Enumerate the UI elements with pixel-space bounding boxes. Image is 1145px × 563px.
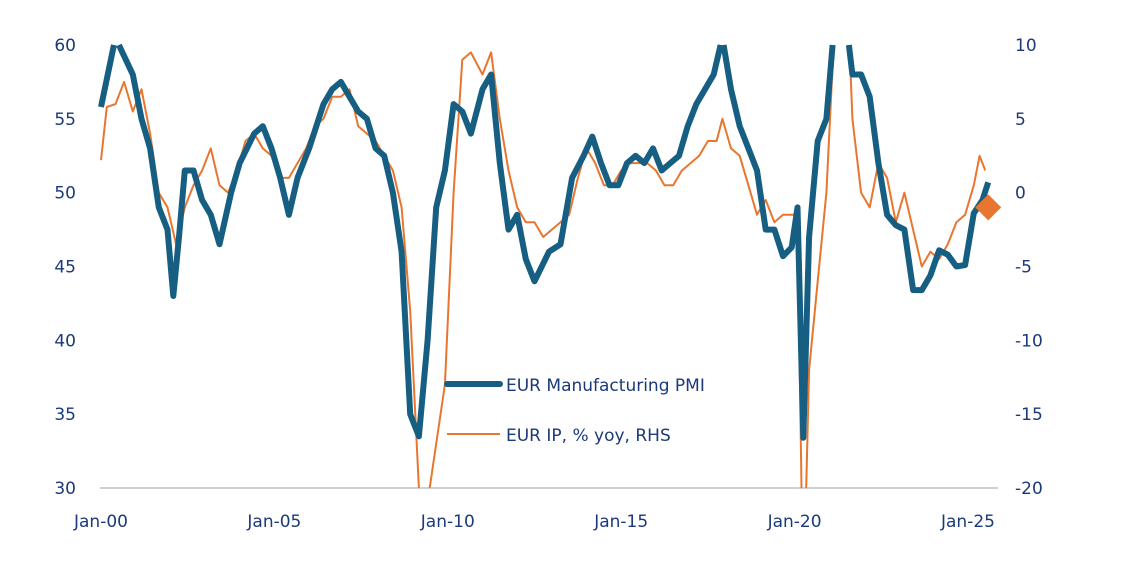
y-tick-left: 45: [54, 258, 76, 278]
series-line-pmi: [98, 43, 992, 441]
y-axis-right: 10 5 0 -5 -10 -15 -20: [1015, 36, 1043, 499]
legend-label-ip: EUR IP, % yoy, RHS: [506, 426, 671, 446]
x-axis: Jan-00 Jan-05 Jan-10 Jan-15 Jan-20 Jan-25: [73, 512, 995, 532]
y-tick-right: -20: [1015, 479, 1043, 499]
y-tick-right: -10: [1015, 331, 1043, 351]
x-tick: Jan-00: [73, 512, 128, 532]
y-tick-left: 30: [54, 479, 76, 499]
y-axis-left: 60 55 50 45 40 35 30: [54, 36, 76, 499]
legend-label-pmi: EUR Manufacturing PMI: [506, 376, 705, 396]
y-tick-right: -15: [1015, 405, 1043, 425]
y-tick-right: -5: [1015, 258, 1032, 278]
legend: EUR Manufacturing PMI EUR IP, % yoy, RHS: [444, 376, 705, 446]
y-tick-left: 55: [54, 110, 76, 130]
y-tick-left: 35: [54, 405, 76, 425]
y-tick-left: 50: [54, 184, 76, 204]
y-tick-right: 5: [1015, 110, 1026, 130]
x-tick: Jan-25: [940, 512, 995, 532]
diamond-marker: [975, 194, 1002, 221]
y-tick-left: 60: [54, 36, 76, 56]
y-tick-right: 10: [1015, 36, 1037, 56]
x-tick: Jan-15: [593, 512, 648, 532]
x-tick: Jan-20: [767, 512, 822, 532]
y-tick-left: 40: [54, 331, 76, 351]
x-tick: Jan-10: [420, 512, 475, 532]
y-tick-right: 0: [1015, 184, 1026, 204]
x-tick: Jan-05: [246, 512, 301, 532]
